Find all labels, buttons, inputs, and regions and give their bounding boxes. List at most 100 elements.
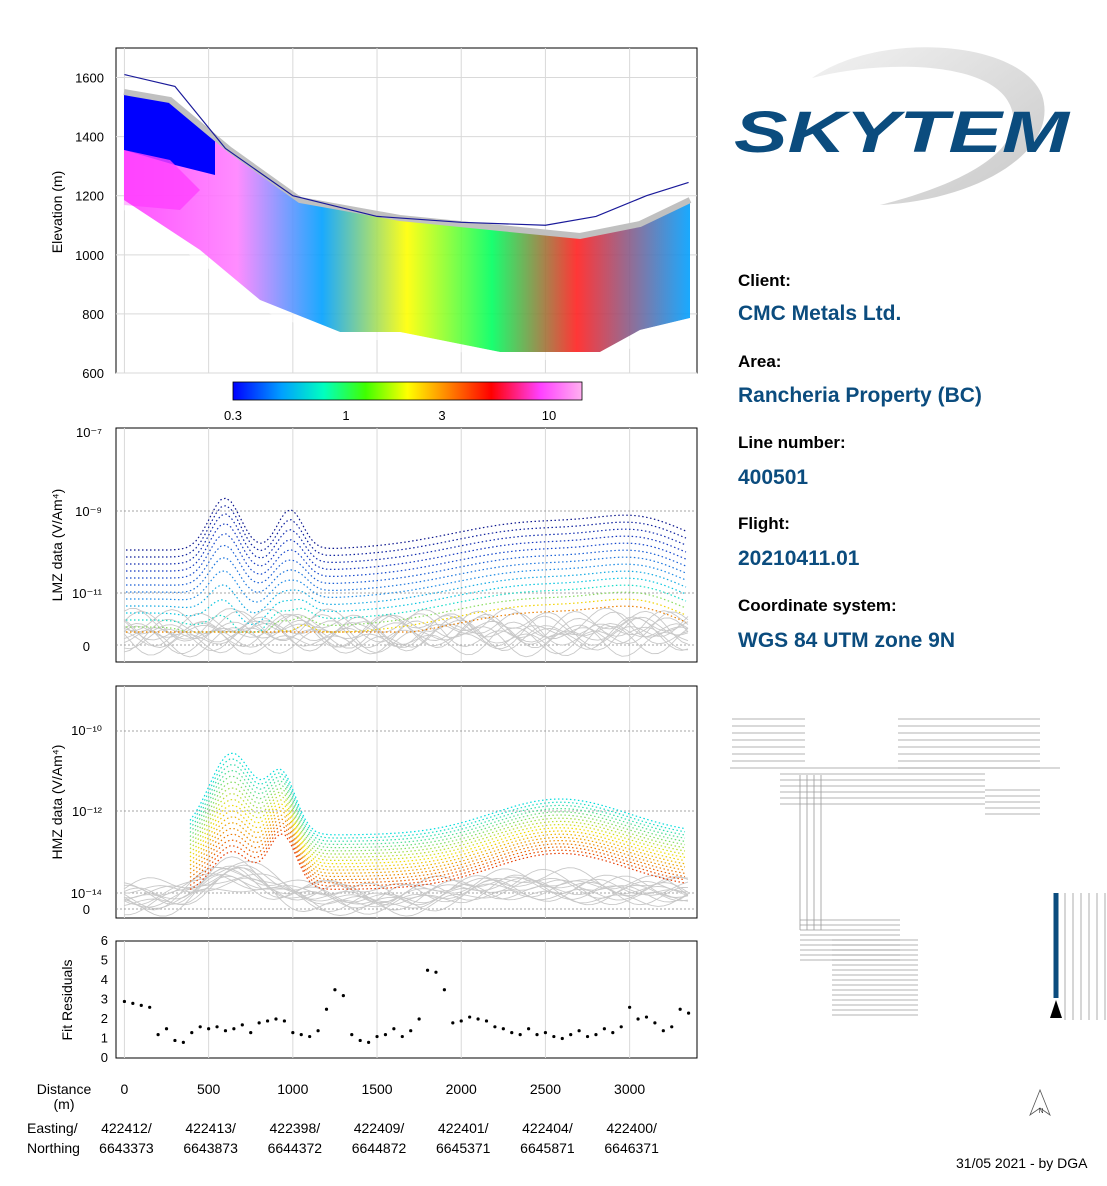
residual-point	[459, 1019, 463, 1023]
gate-curve	[189, 787, 686, 855]
section-panel: Elevation (m) 600 800 1000 1200 1400 1600 0.3…	[49, 47, 698, 423]
section-ylabel: Elevation (m)	[49, 171, 65, 253]
gate-curve	[189, 764, 686, 842]
residual-point	[215, 1025, 219, 1029]
residual-point	[417, 1017, 421, 1021]
easting-tick: 422401/	[438, 1120, 489, 1136]
noise-curve	[123, 610, 689, 651]
residual-point	[468, 1015, 472, 1019]
residual-point	[653, 1021, 657, 1025]
flight-value: 20210411.01	[738, 547, 860, 570]
coord-value: WGS 84 UTM zone 9N	[738, 629, 956, 652]
residual-ytick: 1	[101, 1031, 108, 1046]
gate-curve	[126, 584, 687, 633]
easting-tick: 422412/	[101, 1120, 152, 1136]
distance-label: Distance	[37, 1081, 92, 1097]
easting-tick: 422400/	[606, 1120, 657, 1136]
hmz-ytick: 10⁻¹²	[72, 804, 103, 819]
noise-curve	[123, 867, 689, 916]
distance-tick: 0	[121, 1081, 129, 1097]
noise-curve	[123, 867, 689, 913]
residual-point	[560, 1036, 564, 1041]
gate-curve	[189, 758, 686, 839]
section-ytick: 800	[82, 307, 104, 322]
residual-point	[291, 1031, 295, 1035]
colorbar-tick: 0.3	[224, 408, 242, 423]
hmz-ytick: 10⁻¹⁴	[71, 886, 102, 901]
noise-curve	[123, 879, 689, 917]
hmz-ylabel: HMZ data (V/Am⁴)	[49, 745, 65, 860]
easting-tick: 422413/	[185, 1120, 236, 1136]
colorbar-tick: 3	[438, 408, 445, 423]
easting-tick: 422404/	[522, 1120, 573, 1136]
gate-curve	[189, 814, 686, 874]
residual-point	[181, 1040, 185, 1044]
northing-tick: 6645871	[520, 1140, 575, 1156]
northing-tick: 6645371	[436, 1140, 491, 1156]
residual-point	[569, 1033, 573, 1037]
section-doi-mask	[124, 200, 690, 360]
lmz-ytick: 0	[83, 639, 90, 654]
northing-tick: 6643373	[99, 1140, 154, 1156]
gate-curve	[126, 504, 687, 558]
distance-tick: 3000	[614, 1081, 645, 1097]
northing-tick: 6644872	[352, 1140, 407, 1156]
residual-point	[207, 1027, 211, 1031]
residual-point	[678, 1007, 682, 1011]
gate-curve	[126, 513, 687, 565]
northing-tick: 6646371	[604, 1140, 659, 1156]
colorbar	[232, 381, 583, 401]
noise-curve	[123, 610, 689, 652]
residual-point	[686, 1011, 691, 1015]
lmz-ylabel: LMZ data (V/Am⁴)	[49, 489, 65, 602]
noise-curve	[123, 610, 689, 652]
residual-point	[451, 1021, 455, 1025]
residual-point	[131, 1001, 135, 1006]
residual-ytick: 2	[101, 1011, 108, 1026]
gate-curve	[189, 802, 686, 865]
distance-tick: 1500	[361, 1081, 392, 1097]
colorbar-tick: 1	[342, 408, 349, 423]
gate-curve	[189, 752, 686, 836]
residual-point	[257, 1021, 261, 1025]
noise-curve	[123, 608, 689, 648]
residual-ytick: 4	[101, 972, 108, 987]
residual-point	[164, 1027, 169, 1031]
residual-point	[577, 1029, 581, 1033]
residual-point	[526, 1027, 531, 1031]
highlight-line	[1050, 893, 1062, 1018]
northing-tick: 6644372	[268, 1140, 323, 1156]
client-label: Client:	[738, 271, 791, 290]
residual-axes-box	[115, 940, 698, 1059]
flight-map	[730, 718, 1106, 1020]
residual-ytick: 6	[101, 933, 108, 948]
noise-curve	[123, 616, 689, 658]
residual-point	[594, 1033, 598, 1037]
residual-point	[501, 1027, 505, 1031]
northing-label: Northing	[27, 1140, 80, 1156]
residual-point	[333, 988, 337, 992]
lmz-ytick: 10⁻⁹	[75, 504, 102, 519]
residual-point	[628, 1005, 632, 1009]
section-yticks: 600 800 1000 1200 1400 1600	[75, 71, 104, 381]
residual-point	[670, 1025, 674, 1029]
easting-tick: 422398/	[270, 1120, 321, 1136]
noise-curve	[123, 856, 689, 909]
hmz-ytick: 0	[83, 902, 90, 917]
distance-tick: 2500	[530, 1081, 561, 1097]
residual-point	[122, 999, 127, 1004]
client-value: CMC Metals Ltd.	[738, 302, 902, 325]
section-ytick: 1600	[75, 71, 104, 86]
section-anomaly	[124, 150, 200, 210]
residual-point	[493, 1025, 497, 1029]
gate-curve	[189, 810, 686, 871]
line-value: 400501	[738, 466, 809, 489]
residual-point	[611, 1031, 615, 1035]
residual-point	[661, 1029, 665, 1033]
residual-point	[156, 1033, 160, 1037]
residual-point	[476, 1017, 480, 1021]
x-axis: Distance (m) 0 500 1000 1500 2000 2500 3000 Ea…	[27, 1081, 659, 1156]
gate-curve	[126, 522, 687, 572]
gate-curve	[126, 563, 687, 603]
